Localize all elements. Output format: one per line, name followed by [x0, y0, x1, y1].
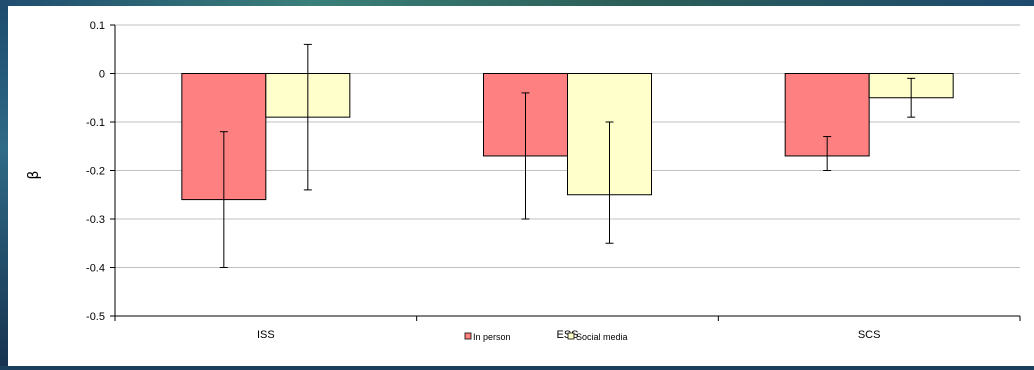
y-axis-ticks: 0.1 0 -0.1 -0.2 -0.3 -0.4 -0.5 [86, 20, 115, 323]
x-category-label: SCS [858, 329, 881, 341]
bars [181, 73, 954, 201]
error-bars [219, 43, 916, 268]
y-tick-label: -0.3 [86, 214, 105, 226]
y-tick-label: -0.5 [86, 311, 105, 323]
y-tick-label: 0 [99, 69, 105, 81]
legend-swatch-in-person [464, 332, 472, 340]
slide-frame-bottom [0, 366, 1034, 370]
legend: In person Social media [464, 332, 628, 342]
legend-label-social-media: Social media [576, 332, 628, 342]
y-tick-label: 0.1 [90, 20, 105, 32]
x-category-label: ISS [257, 329, 275, 341]
slide-frame-left [0, 0, 8, 370]
legend-label-in-person: In person [473, 332, 511, 342]
slide-frame-top [0, 0, 1034, 6]
axes [114, 25, 1021, 321]
legend-swatch-social-media [567, 332, 575, 340]
y-tick-label: -0.1 [86, 117, 105, 129]
y-tick-label: -0.4 [86, 263, 105, 275]
y-tick-label: -0.2 [86, 166, 105, 178]
y-axis-label: β [26, 171, 42, 180]
